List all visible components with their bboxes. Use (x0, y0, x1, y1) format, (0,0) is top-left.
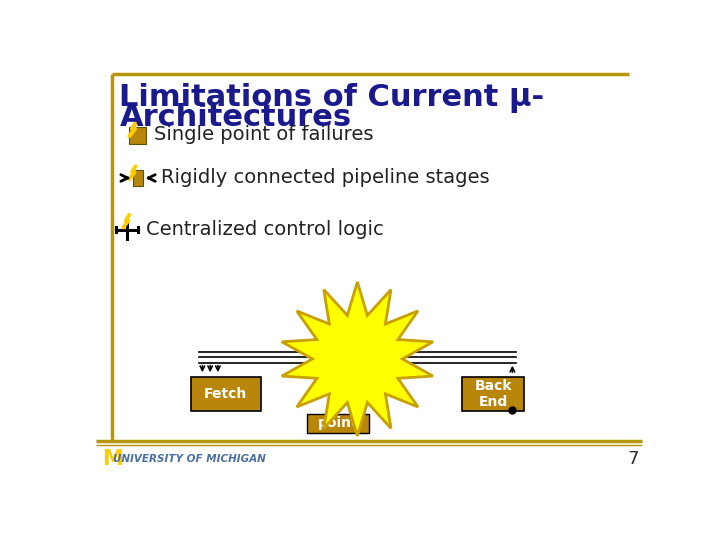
Text: Centralized control logic: Centralized control logic (145, 220, 384, 239)
FancyBboxPatch shape (307, 414, 369, 433)
FancyBboxPatch shape (462, 377, 524, 411)
FancyBboxPatch shape (129, 127, 145, 144)
Text: Single point of failures: Single point of failures (153, 125, 373, 144)
Polygon shape (282, 282, 433, 436)
Text: 7: 7 (627, 450, 639, 468)
FancyBboxPatch shape (191, 377, 261, 411)
Text: Limitations of Current μ-: Limitations of Current μ- (120, 83, 544, 113)
Text: Architectures: Architectures (120, 103, 351, 132)
Text: Back
End: Back End (474, 379, 512, 409)
Text: Fetch: Fetch (204, 387, 247, 401)
Text: point: point (318, 416, 359, 430)
Text: M: M (102, 449, 122, 469)
Text: Rigidly connected pipeline stages: Rigidly connected pipeline stages (161, 168, 490, 187)
FancyBboxPatch shape (132, 170, 143, 186)
Text: UNIVERSITY OF MICHIGAN: UNIVERSITY OF MICHIGAN (113, 454, 266, 464)
